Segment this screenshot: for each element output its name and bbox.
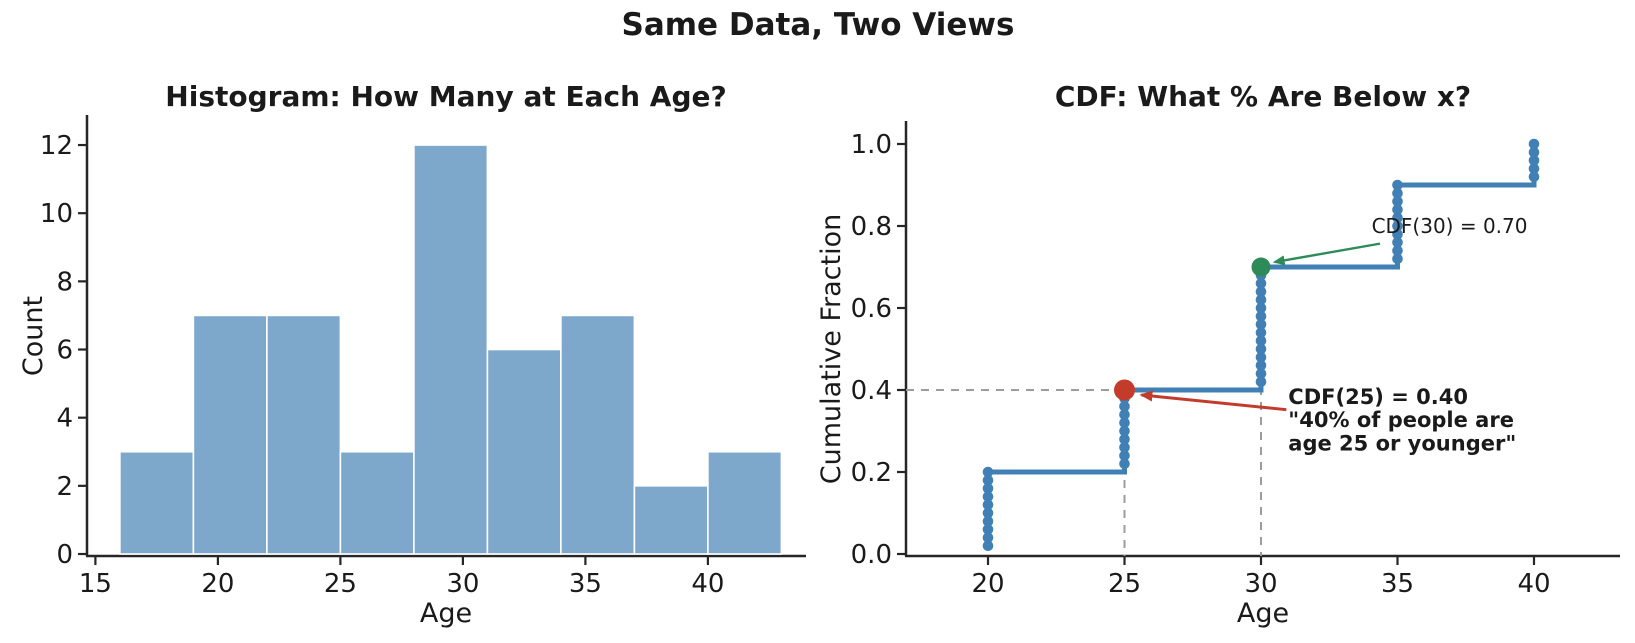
x-tick-label: 25 bbox=[324, 569, 357, 599]
cdf-dot bbox=[1392, 179, 1403, 191]
cdf-dot bbox=[1392, 204, 1403, 215]
cdf-dot bbox=[1255, 286, 1267, 297]
histogram-yaxis-label: Count bbox=[18, 296, 49, 376]
annotation-text-cdf25: age 25 or younger" bbox=[1288, 431, 1516, 455]
y-tick-label: 8 bbox=[56, 267, 73, 297]
annotation-dot-cdf25 bbox=[1114, 379, 1135, 401]
histogram-bar bbox=[707, 450, 783, 555]
cdf-dot bbox=[1255, 360, 1267, 371]
cdf-dot bbox=[982, 507, 994, 519]
cdf-dot bbox=[1255, 319, 1267, 330]
cdf-dot bbox=[1392, 245, 1403, 256]
cdf-dot bbox=[1255, 310, 1267, 322]
cdf-title: CDF: What % Are Below x? bbox=[1055, 80, 1471, 113]
annotation-text-cdf25: "40% of people are bbox=[1288, 408, 1514, 432]
cdf-dot bbox=[1119, 433, 1130, 445]
y-tick-label: 0.2 bbox=[851, 458, 892, 488]
histogram-plot: 15 20 25 30 35 40 0 2 4 6 8 10 12 bbox=[40, 115, 806, 599]
y-tick-label: 4 bbox=[56, 404, 73, 434]
cdf-dot bbox=[1528, 155, 1540, 166]
cdf-dot bbox=[982, 483, 994, 494]
x-tick-label: 30 bbox=[1244, 569, 1277, 599]
y-tick-label: 0.6 bbox=[851, 294, 892, 324]
annotation-text-cdf30: CDF(30) = 0.70 bbox=[1372, 214, 1528, 238]
cdf-dot bbox=[1255, 343, 1267, 355]
annotation-arrow-cdf25 bbox=[1139, 390, 1287, 412]
annotation-arrow-cdf30 bbox=[1272, 242, 1381, 266]
y-tick-label: 1.0 bbox=[851, 130, 892, 160]
cdf-dot bbox=[1392, 212, 1403, 224]
y-tick-label: 0.0 bbox=[851, 540, 892, 570]
cdf-dot bbox=[982, 532, 994, 543]
cdf-dot bbox=[1119, 450, 1130, 461]
cdf-dot bbox=[982, 491, 994, 502]
histogram-bar bbox=[486, 348, 562, 555]
histogram-bar bbox=[119, 450, 195, 555]
y-tick-label: 0.4 bbox=[851, 376, 892, 406]
cdf-dot bbox=[1255, 294, 1267, 306]
cdf-dot bbox=[1528, 138, 1540, 150]
histogram-bar bbox=[266, 314, 342, 555]
cdf-dot bbox=[982, 524, 994, 535]
x-tick-label: 40 bbox=[1517, 569, 1550, 599]
y-tick-label: 6 bbox=[56, 336, 73, 366]
histogram-bar bbox=[413, 144, 489, 555]
cdf-dot bbox=[1255, 376, 1267, 388]
cdf-plot: 20 25 30 35 40 0.0 0.2 0.4 0.6 0.8 1.0 CDF(30) = 0.… bbox=[851, 121, 1620, 599]
cdf-dot bbox=[1255, 278, 1267, 289]
cdf-yaxis-label: Cumulative Fraction bbox=[816, 214, 847, 484]
x-tick-label: 35 bbox=[569, 569, 602, 599]
cdf-dot bbox=[1528, 146, 1540, 158]
histogram-bar bbox=[633, 485, 709, 555]
histogram-bar bbox=[560, 314, 636, 555]
y-tick-label: 0 bbox=[56, 540, 73, 570]
annotation-text-cdf25: CDF(25) = 0.40 bbox=[1288, 385, 1468, 409]
cdf-dot bbox=[1392, 220, 1403, 232]
cdf-dot bbox=[1119, 458, 1130, 470]
cdf-dot bbox=[1119, 442, 1130, 453]
figure-title: Same Data, Two Views bbox=[622, 7, 1015, 43]
cdf-dot bbox=[982, 515, 994, 527]
cdf-dot bbox=[982, 474, 994, 486]
y-tick-label: 0.8 bbox=[851, 212, 892, 242]
annotation-dot-cdf30 bbox=[1251, 257, 1271, 277]
histogram-title: Histogram: How Many at Each Age? bbox=[165, 80, 726, 113]
y-tick-label: 2 bbox=[56, 472, 73, 502]
cdf-dot bbox=[1255, 335, 1267, 347]
cdf-dot bbox=[1255, 327, 1267, 338]
cdf-dot bbox=[982, 540, 994, 552]
cdf-dot bbox=[1119, 409, 1130, 420]
x-tick-label: 35 bbox=[1381, 569, 1414, 599]
cdf-xaxis-label: Age bbox=[1237, 598, 1289, 629]
cdf-dot bbox=[1255, 368, 1267, 379]
histogram-xaxis-label: Age bbox=[420, 598, 472, 629]
cdf-dot bbox=[1392, 228, 1403, 240]
cdf-dot bbox=[1255, 302, 1267, 314]
cdf-dot bbox=[1119, 401, 1130, 412]
cdf-dot bbox=[1528, 163, 1540, 174]
x-tick-label: 40 bbox=[691, 569, 724, 599]
cdf-dot bbox=[1392, 253, 1403, 265]
x-tick-label: 15 bbox=[79, 569, 112, 599]
x-tick-label: 20 bbox=[201, 569, 234, 599]
cdf-dot bbox=[1392, 237, 1403, 248]
y-tick-label: 10 bbox=[40, 199, 73, 229]
histogram-bar bbox=[192, 314, 268, 555]
x-tick-label: 25 bbox=[1108, 569, 1141, 599]
cdf-dot bbox=[982, 499, 994, 511]
cdf-dot bbox=[1119, 425, 1130, 437]
y-tick-label: 12 bbox=[40, 131, 73, 161]
cdf-dot bbox=[1255, 351, 1267, 363]
cdf-dot bbox=[1528, 171, 1540, 183]
cdf-dot bbox=[1392, 187, 1403, 199]
cdf-dot bbox=[1119, 417, 1130, 429]
x-tick-label: 20 bbox=[971, 569, 1004, 599]
x-tick-label: 30 bbox=[446, 569, 479, 599]
histogram-bar bbox=[339, 450, 415, 555]
cdf-dot bbox=[982, 466, 994, 478]
cdf-dot bbox=[1392, 196, 1403, 207]
